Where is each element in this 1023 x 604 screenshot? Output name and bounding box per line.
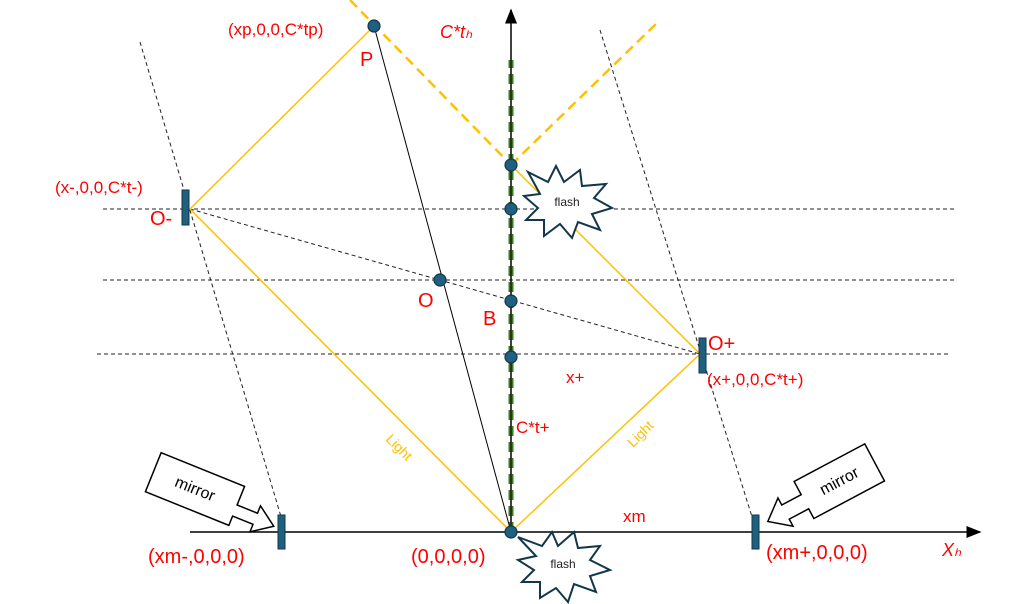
light-label-right: Light [624,417,657,450]
o-plus-label: O+ [708,333,735,355]
point-reception [504,158,518,172]
point-o [433,273,447,287]
origin-label: (0,0,0,0) [411,546,485,568]
x-axis-label: Xₕ [941,540,962,560]
flash-label-top: flash [554,195,579,209]
o-minus-label: O- [150,208,172,230]
p-label: P [360,49,373,71]
flash-label-bottom: flash [550,557,575,571]
mirror-o-minus [181,189,190,226]
light-cone-dashed-right [510,19,661,166]
xm-plus-label: (xm+,0,0,0) [766,542,868,564]
light-ray-left [188,25,512,533]
point-t-plus [504,350,518,364]
mirror-xm-minus [277,514,286,550]
flash-burst-top: flash [521,163,615,240]
o-minus-coordinate-label: (x-,0,0,C*t-) [55,178,143,197]
ct-plus-label: C*t+ [516,418,550,437]
light-label-left: Light [383,431,416,464]
point-origin [504,525,518,539]
b-label: B [483,308,496,330]
point-p [367,19,381,33]
xm-minus-label: (xm-,0,0,0) [148,546,245,568]
point-b [504,294,518,308]
right-mirror-worldline [599,29,754,521]
o-minus-o-plus-line [189,208,701,355]
left-mirror-worldline [139,41,283,521]
mirror-o-plus [698,337,707,374]
mirror-callout-left: mirror [144,451,275,533]
p-coordinate-label: (xp,0,0,C*tp) [228,20,323,39]
o-label: O [418,290,434,312]
time-axis-label: C*tₕ [440,22,473,42]
mirror-xm-plus [751,514,760,550]
o-plus-coordinate-label: (x+,0,0,C*t+) [707,370,803,389]
mirror-callout-right: mirror [766,442,886,528]
flash-burst-bottom: flash [515,529,613,604]
xm-label: xm [623,507,646,526]
point-t-minus [504,202,518,216]
x-plus-label: x+ [566,368,585,387]
